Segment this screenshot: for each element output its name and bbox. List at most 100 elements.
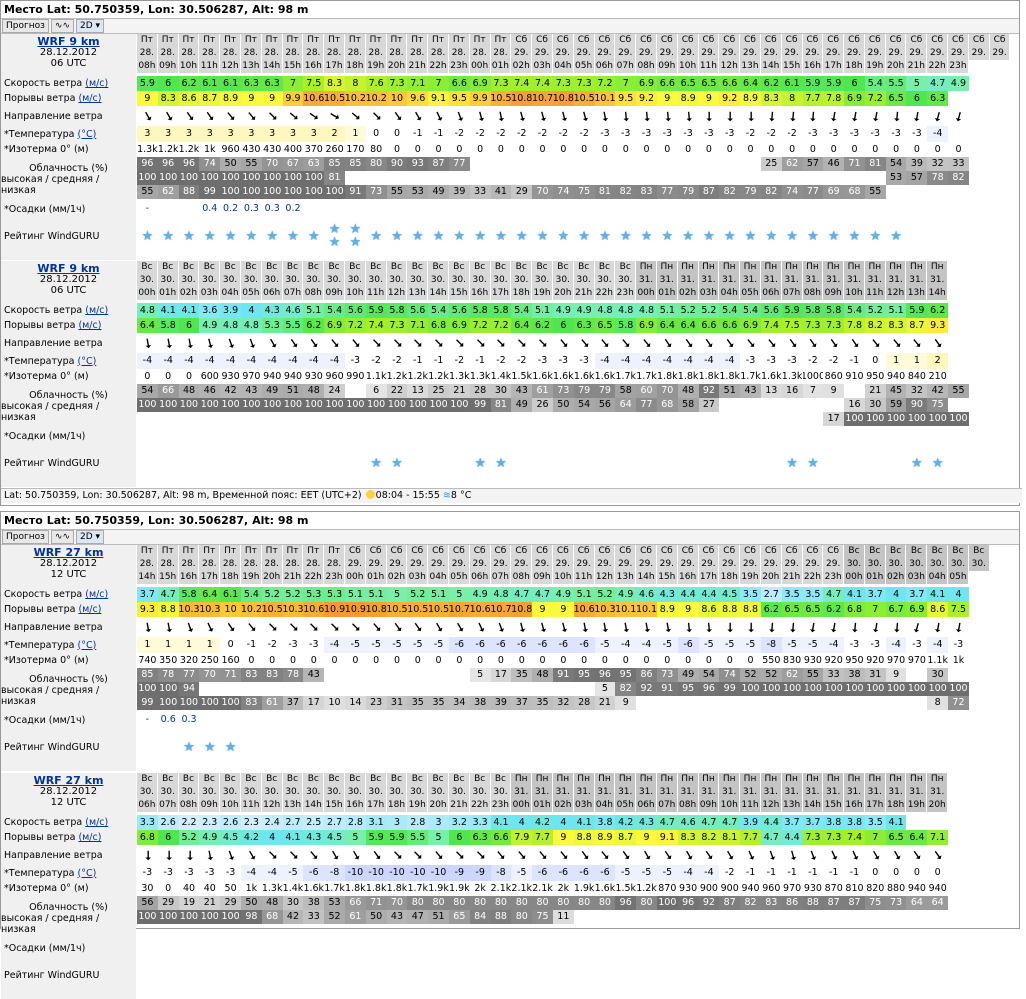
speed-label-unit-link[interactable]: (м/с) [85, 78, 109, 89]
hour-row-cell: 17h [698, 571, 720, 584]
isotherm-row-cell: 1.7k [324, 883, 345, 894]
wind-speed-row-cell: 5.4 [719, 303, 741, 318]
date-row-cell: 29. [740, 47, 761, 60]
wind-direction-row-cell: ➞ [595, 845, 616, 865]
direction-label: Направление ветра [1, 106, 136, 126]
model-name-link[interactable]: WRF 27 km [33, 774, 104, 787]
isotherm-row-cell: 0 [705, 144, 712, 155]
temp-label-unit-link[interactable]: (°C) [77, 867, 97, 879]
wind-arrow-icon: ➞ [304, 106, 323, 126]
isotherm-row-cell: 0 [664, 144, 671, 155]
wind-direction-row-cell: ➞ [179, 333, 200, 353]
rating-star-icon: ★ [391, 228, 403, 244]
cloud-low-row-cell: 83 [240, 696, 262, 710]
wind-arrow-icon: ➞ [741, 334, 760, 352]
model-name-link[interactable]: WRF 9 km [37, 35, 100, 48]
temperature-row-cell: -5 [781, 637, 803, 653]
hour-row-cell: 10h [677, 60, 699, 73]
cloud-mid-row-cell: 42 [282, 910, 304, 924]
gusts-label-text: Порывы ветра [4, 832, 76, 843]
wind-speed-row-cell: 4.1 [885, 815, 907, 830]
speed-label-unit-link[interactable]: (м/с) [85, 817, 109, 828]
forecast-tab[interactable]: Прогноз [2, 19, 49, 33]
gusts-label-unit-link[interactable]: (м/с) [78, 832, 102, 843]
wind-direction-row-cell: ➞ [740, 106, 761, 126]
temp-label-unit-link[interactable]: (°C) [77, 128, 97, 140]
temp-label-unit-link[interactable]: (°C) [77, 639, 97, 651]
speed-label-unit-link[interactable]: (м/с) [85, 305, 109, 316]
wind-arrow-icon: ➞ [533, 619, 552, 635]
day-row-cell: Вс [324, 773, 345, 786]
graph-tab[interactable]: ∿∿ [50, 530, 74, 544]
windguru-rating-row-cell: ★ [803, 217, 824, 255]
date-row-cell: 29. [698, 558, 720, 571]
gusts-label-unit-link[interactable]: (м/с) [78, 320, 102, 331]
wind-direction-row-cell: ➞ [262, 845, 283, 865]
isotherm-row-cell: 1.6k [553, 371, 574, 382]
cloud-mid-row-cell: 78 [927, 171, 949, 185]
wind-direction-row-cell: ➞ [906, 845, 927, 865]
wind-speed-row-cell: 6.6 [656, 76, 678, 91]
date-row-cell: 31. [573, 786, 595, 799]
cloud-high-row-cell [740, 157, 761, 171]
mode-dropdown[interactable]: 2D ▾ [76, 19, 105, 33]
day-row-cell: Сб [573, 34, 595, 47]
cloud-low-row-cell [677, 696, 699, 710]
cloud-low-row-cell: 70 [532, 185, 553, 199]
wind-speed-row-cell: 4.7 [927, 76, 949, 91]
speed-label-unit-link[interactable]: (м/с) [85, 589, 109, 600]
hour-row-cell: 08h [303, 287, 325, 300]
forecast-tab[interactable]: Прогноз [2, 530, 49, 544]
windguru-rating-row-cell: ★ [199, 728, 220, 766]
wind-speed-row-cell: 2.5 [303, 815, 325, 830]
wind-direction-row-cell: ➞ [387, 333, 408, 353]
cloud-low-row-cell: 68 [844, 185, 865, 199]
wind-direction-row-cell: ➞ [220, 617, 241, 637]
date-row: 30. 30. 30. 30. 30. 30. 30. 30. 30. 30. 30. 30. 30. 3… [137, 274, 949, 287]
isotherm-label-text: *Изотерма 0° (м) [4, 883, 89, 894]
rating-star-icon: ★ [744, 228, 757, 244]
rating-label: Рейтинг WindGURU [1, 956, 136, 994]
wind-speed-row-cell: 5.6 [407, 303, 429, 318]
date-row-cell: 31. [844, 274, 865, 287]
rating-star-icon: ★ [869, 228, 882, 244]
cloud-high-row-cell [552, 157, 574, 171]
isotherm-label: *Изотерма 0° (м) [1, 881, 136, 896]
wind-arrow-icon: ➞ [471, 618, 490, 636]
cloud-low-row-cell: 82 [760, 185, 782, 199]
temperature-row-cell: 3 [282, 126, 304, 142]
isotherm-row-cell: 930 [803, 883, 822, 894]
temperature-row-cell: -4 [240, 353, 262, 369]
cloud-mid-row-cell: 100 [781, 682, 803, 696]
date-row-cell: 30. [365, 786, 387, 799]
graph-tab[interactable]: ∿∿ [50, 19, 74, 33]
gusts-label-unit-link[interactable]: (м/с) [78, 604, 102, 615]
cloud-high-row-cell: 74 [719, 668, 741, 682]
cloud-high-row-cell: 38 [844, 668, 865, 682]
model-name-link[interactable]: WRF 27 km [33, 546, 104, 559]
temperature-row-cell: -4 [199, 353, 221, 369]
wind-arrow-icon: ➞ [179, 107, 199, 125]
wind-gust-row-cell: 5.3 [261, 318, 283, 333]
gusts-label-unit-link[interactable]: (м/с) [78, 93, 102, 104]
cloud-high-row-cell: 85 [324, 157, 345, 171]
cloud-high-row-cell: 21 [864, 384, 886, 398]
date-row-cell: 30. [282, 786, 304, 799]
wind-gust-row-cell: 6.4 [656, 318, 678, 333]
mode-dropdown[interactable]: 2D ▾ [76, 530, 105, 544]
hour-row-cell: 23h [448, 60, 470, 73]
isotherm-row-cell: 550 [762, 655, 781, 666]
wind-speed-row-cell: 6.2 [178, 76, 200, 91]
hour-row-cell: 10h [719, 799, 741, 812]
isotherm-row-cell: 0 [768, 144, 775, 155]
isotherm-row-cell: 820 [866, 883, 885, 894]
temp-label-unit-link[interactable]: (°C) [77, 355, 97, 367]
temperature-row-cell: -4 [636, 353, 657, 369]
model-name-link[interactable]: WRF 9 km [37, 262, 100, 275]
cloud-high-row-cell: 33 [948, 157, 969, 171]
day-row-cell: Сб [656, 545, 678, 558]
wind-direction-row-cell: ➞ [241, 106, 262, 126]
date-row-cell: 31. [719, 274, 741, 287]
date-row-cell: 29. [532, 558, 553, 571]
day-row-cell: Вс [428, 773, 449, 786]
